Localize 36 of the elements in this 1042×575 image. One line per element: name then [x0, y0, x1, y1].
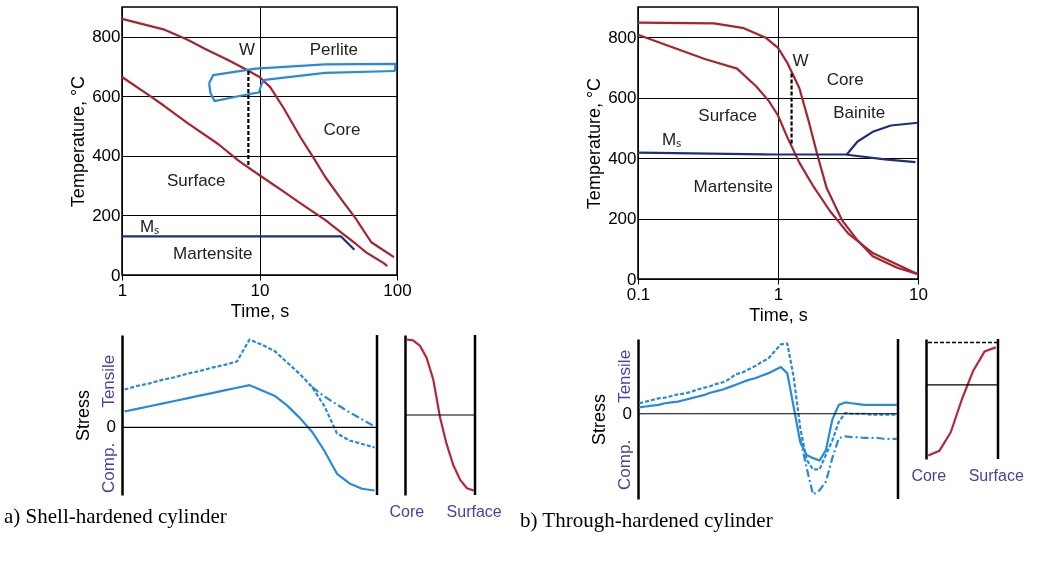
y-tick-label: 600	[92, 86, 121, 106]
y-tick-label: 600	[608, 88, 637, 108]
annotation: Surface	[698, 105, 757, 125]
annotation: Surface	[166, 171, 226, 191]
y-axis-title: Stress	[72, 389, 93, 442]
text: b) Through-hardened cylinder	[520, 508, 773, 533]
x-tick-label: 100	[383, 280, 412, 300]
text: a) Shell-hardened cylinder	[4, 504, 227, 529]
y-tick-label: 800	[608, 27, 637, 47]
y-axis-title: Temperature, °C	[584, 77, 605, 210]
annotation: Mₛ	[139, 216, 160, 236]
annotation: Core	[323, 120, 361, 140]
y-tick-label: 400	[92, 146, 121, 166]
y-tick-label: 400	[608, 148, 637, 168]
x-axis-title: Time, s	[230, 300, 290, 321]
annotation: W	[239, 39, 256, 59]
annotation: Martensite	[693, 176, 773, 196]
text: Tensile	[99, 354, 118, 408]
y-tick-label: 800	[92, 27, 121, 47]
x-tick-label: 1	[773, 284, 784, 304]
x-axis-title: Time, s	[749, 304, 808, 325]
text: Comp.	[615, 439, 634, 490]
annotation: W	[792, 51, 809, 71]
annotation: Perlite	[309, 39, 358, 59]
x-tick-label: 10	[250, 280, 270, 300]
annotation: Bainite	[833, 103, 886, 123]
text: Comp.	[99, 442, 118, 493]
y-axis-title: Stress	[588, 393, 609, 446]
annotation: Core	[826, 70, 864, 90]
y-tick-label: 200	[608, 209, 637, 229]
x-tick-label: 10	[909, 284, 928, 304]
annotation: Martensite	[173, 243, 253, 263]
y-tick-label: 200	[92, 205, 121, 225]
text: Tensile	[615, 349, 634, 403]
y-axis-title: Temperature, °C	[68, 75, 89, 208]
annotation: Mₛ	[662, 130, 682, 150]
